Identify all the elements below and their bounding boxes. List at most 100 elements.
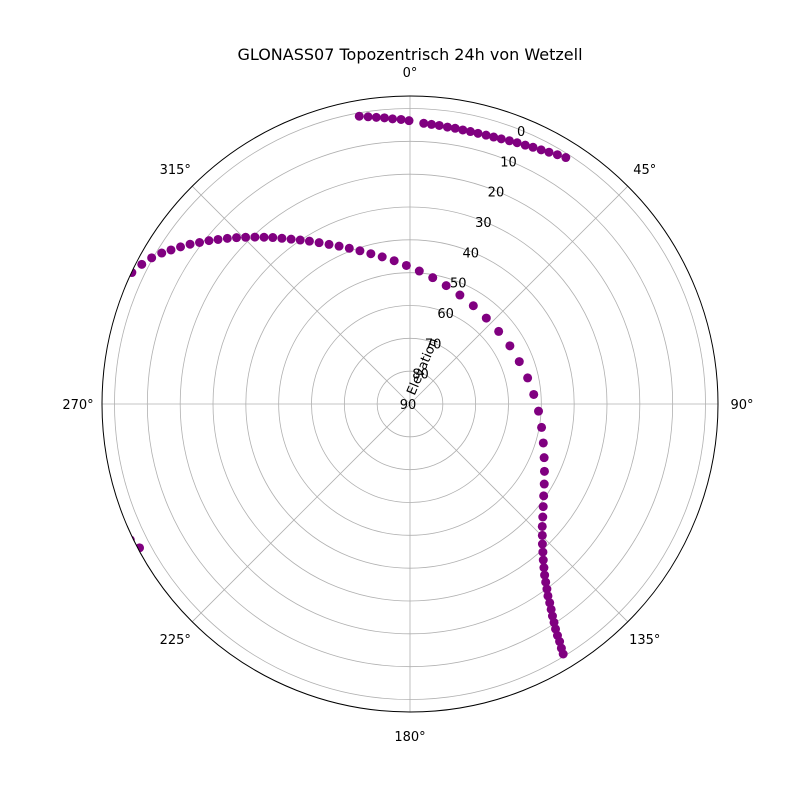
data-point — [396, 114, 406, 124]
data-point — [377, 252, 387, 262]
data-point — [250, 232, 260, 242]
data-point — [81, 460, 90, 469]
data-point — [232, 233, 242, 243]
data-point — [379, 113, 389, 123]
data-point — [286, 234, 296, 244]
data-point — [241, 232, 251, 242]
data-point — [314, 238, 324, 248]
data-point — [404, 116, 414, 126]
azimuth-tick-label: 0° — [403, 66, 418, 81]
data-point — [538, 512, 548, 522]
azimuth-tick-label: 135° — [629, 633, 660, 648]
data-point — [259, 232, 269, 242]
chart-title: GLONASS07 Topozentrisch 24h von Wetzell — [237, 45, 582, 64]
data-point — [74, 377, 83, 386]
data-point — [543, 591, 553, 601]
data-point — [137, 259, 147, 269]
data-point — [107, 515, 117, 525]
data-point — [389, 256, 399, 266]
data-point — [496, 134, 506, 144]
data-point — [157, 248, 167, 258]
data-point — [92, 489, 101, 498]
elevation-tick-label: 40 — [463, 246, 480, 261]
data-point — [388, 114, 398, 124]
azimuth-tick-label: 180° — [394, 730, 425, 745]
data-point — [538, 555, 548, 565]
data-point — [176, 242, 186, 252]
data-point — [450, 123, 460, 133]
data-point — [77, 360, 86, 369]
elevation-tick-label: 50 — [450, 277, 467, 292]
data-point — [277, 233, 287, 243]
elevation-tick-label: 90 — [400, 398, 417, 413]
data-point — [504, 136, 514, 146]
data-point — [468, 301, 478, 311]
azimuth-tick-label: 45° — [633, 163, 656, 178]
data-point — [304, 236, 314, 246]
data-point — [473, 128, 483, 138]
data-point — [442, 122, 452, 132]
data-point — [561, 153, 571, 163]
data-point — [441, 281, 451, 291]
data-point — [81, 344, 90, 353]
data-point — [434, 120, 444, 130]
data-point — [514, 357, 524, 367]
data-point — [77, 443, 86, 452]
data-point — [93, 314, 102, 323]
data-point — [419, 118, 429, 128]
data-point — [539, 479, 549, 489]
elevation-tick-label: 0 — [517, 125, 525, 140]
data-point — [401, 260, 411, 270]
data-point — [534, 406, 544, 416]
data-point — [539, 453, 549, 463]
data-point — [537, 539, 547, 549]
data-point — [536, 145, 546, 155]
data-point — [195, 238, 205, 247]
data-point — [537, 521, 547, 531]
data-point — [523, 373, 533, 383]
data-point — [414, 266, 424, 276]
data-point — [427, 119, 437, 129]
azimuth-tick-label: 315° — [160, 163, 191, 178]
data-point — [537, 530, 547, 540]
data-point — [538, 547, 548, 557]
data-point — [268, 233, 278, 243]
data-point — [102, 502, 109, 512]
data-point — [537, 422, 547, 432]
data-point — [185, 239, 195, 249]
data-point — [539, 563, 549, 573]
elevation-tick-labels: 010 20 30 40 50 60 70 80 90 — [400, 125, 525, 413]
data-point — [108, 288, 118, 298]
data-point — [529, 389, 539, 399]
data-point — [355, 246, 365, 256]
elevation-tick-label: 10 — [500, 155, 517, 170]
data-point — [354, 111, 364, 121]
data-point — [116, 526, 126, 536]
data-point — [213, 234, 223, 244]
azimuth-tick-labels: 0° 45° 90° 135° 180° 225° 270° 315° — [62, 66, 753, 745]
data-point — [102, 300, 110, 310]
data-point — [520, 140, 530, 150]
data-point — [324, 239, 334, 249]
azimuth-tick-label: 225° — [160, 633, 191, 648]
azimuth-tick-label: 90° — [730, 398, 753, 413]
grid-spoke — [409, 403, 629, 623]
data-point — [86, 329, 95, 338]
data-point — [538, 502, 548, 512]
data-point — [538, 438, 548, 448]
data-point — [363, 112, 373, 122]
data-point — [481, 313, 491, 323]
grid-spoke — [191, 185, 411, 405]
elevation-tick-label: 30 — [475, 216, 492, 231]
data-point — [512, 138, 522, 148]
data-point — [494, 326, 504, 336]
data-point — [542, 584, 552, 594]
elevation-tick-label: 20 — [488, 186, 505, 201]
data-point — [539, 466, 549, 476]
data-point — [147, 253, 157, 263]
data-point — [371, 112, 381, 122]
data-point — [366, 249, 376, 259]
data-point — [204, 236, 214, 246]
data-point — [481, 130, 491, 140]
